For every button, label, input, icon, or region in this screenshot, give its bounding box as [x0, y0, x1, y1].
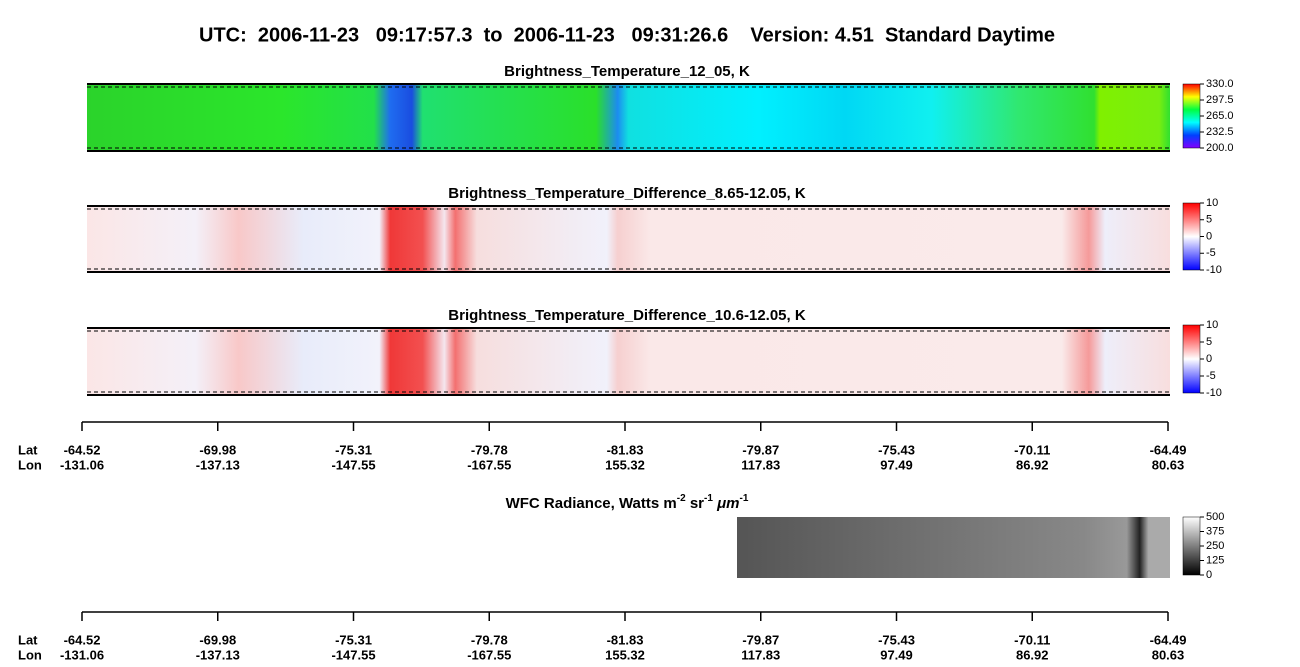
- colorbar-tick-label: 232.5: [1206, 126, 1234, 138]
- lon-label: 117.83: [741, 457, 780, 472]
- colorbar-tick-label: 297.5: [1206, 94, 1234, 106]
- colorbar-tick-label: -5: [1206, 370, 1216, 382]
- colorbar-tick-label: 375: [1206, 525, 1224, 537]
- lat-label: -70.11: [1014, 442, 1050, 457]
- colorbar-tick-label: 10: [1206, 319, 1218, 331]
- colorbar-tick-label: 0: [1206, 230, 1212, 242]
- colorbar-tick-label: 5: [1206, 336, 1212, 348]
- colorbar: [1182, 324, 1201, 394]
- colorbar-tick-label: -5: [1206, 247, 1216, 259]
- lon-label: 117.83: [741, 647, 780, 662]
- colorbar-tick-label: -10: [1206, 264, 1222, 276]
- lat-label: -75.43: [878, 442, 915, 457]
- colorbar-tick-label: 500: [1206, 511, 1224, 523]
- image-strip: [87, 328, 1170, 395]
- lat-title: Lat: [18, 632, 38, 647]
- lon-label: 80.63: [1152, 647, 1185, 662]
- lat-label: -79.78: [471, 442, 508, 457]
- lat-label: -81.83: [607, 442, 644, 457]
- lon-label: 86.92: [1016, 457, 1049, 472]
- lat-title: Lat: [18, 442, 38, 457]
- lat-label: -64.49: [1150, 632, 1187, 647]
- image-strip: [87, 206, 1170, 272]
- colorbar-tick-label: 0: [1206, 569, 1212, 581]
- lon-label: 80.63: [1152, 457, 1185, 472]
- title-part: -1: [704, 493, 713, 504]
- lon-label: -147.55: [331, 647, 375, 662]
- image-strip: [737, 517, 1170, 578]
- lat-label: -64.52: [64, 442, 101, 457]
- lon-label: -167.55: [467, 457, 511, 472]
- image-strip: [87, 84, 1170, 151]
- lon-label: 155.32: [605, 457, 645, 472]
- lon-title: Lon: [18, 647, 42, 662]
- lat-label: -69.98: [199, 632, 236, 647]
- lat-label: -79.78: [471, 632, 508, 647]
- colorbar: [1182, 83, 1201, 149]
- lat-label: -75.31: [335, 442, 372, 457]
- colorbar-tick-label: 200.0: [1206, 142, 1234, 154]
- title-part: -1: [739, 493, 748, 504]
- colorbar-tick-label: 5: [1206, 214, 1212, 226]
- colorbar-tick-label: 265.0: [1206, 110, 1234, 122]
- lon-label: -131.06: [60, 647, 104, 662]
- lon-label: 97.49: [880, 647, 913, 662]
- colorbar: [1182, 202, 1201, 271]
- lon-label: -167.55: [467, 647, 511, 662]
- colorbar-tick-label: 125: [1206, 554, 1224, 566]
- lat-label: -64.49: [1150, 442, 1187, 457]
- colorbar: [1182, 516, 1201, 576]
- lat-label: -75.43: [878, 632, 915, 647]
- title-part: -2: [677, 493, 686, 504]
- lon-label: -131.06: [60, 457, 104, 472]
- title-part: μm: [713, 495, 740, 512]
- lat-label: -81.83: [607, 632, 644, 647]
- lon-label: 86.92: [1016, 647, 1049, 662]
- lat-label: -79.87: [742, 442, 779, 457]
- lon-label: -147.55: [331, 457, 375, 472]
- lat-label: -70.11: [1014, 632, 1050, 647]
- lat-label: -64.52: [64, 632, 101, 647]
- lat-label: -79.87: [742, 632, 779, 647]
- colorbar-tick-label: -10: [1206, 387, 1222, 399]
- page-title: UTC: 2006-11-23 09:17:57.3 to 2006-11-23…: [199, 24, 1055, 46]
- colorbar-tick-label: 250: [1206, 540, 1224, 552]
- panel-title: WFC Radiance, Watts m-2 sr-1 μm-1: [506, 493, 749, 512]
- lat-label: -69.98: [199, 442, 236, 457]
- lon-label: -137.13: [196, 457, 240, 472]
- panel-title: Brightness_Temperature_Difference_10.6-1…: [448, 307, 806, 324]
- lon-title: Lon: [18, 457, 42, 472]
- lat-label: -75.31: [335, 632, 372, 647]
- lon-label: 97.49: [880, 457, 913, 472]
- title-part: WFC Radiance, Watts m: [506, 495, 677, 512]
- lon-label: -137.13: [196, 647, 240, 662]
- title-part: sr: [686, 495, 705, 512]
- panel-title: Brightness_Temperature_Difference_8.65-1…: [448, 185, 806, 202]
- colorbar-tick-label: 10: [1206, 197, 1218, 209]
- panel-title: Brightness_Temperature_12_05, K: [504, 63, 750, 80]
- colorbar-tick-label: 330.0: [1206, 78, 1234, 90]
- colorbar-tick-label: 0: [1206, 353, 1212, 365]
- lon-label: 155.32: [605, 647, 645, 662]
